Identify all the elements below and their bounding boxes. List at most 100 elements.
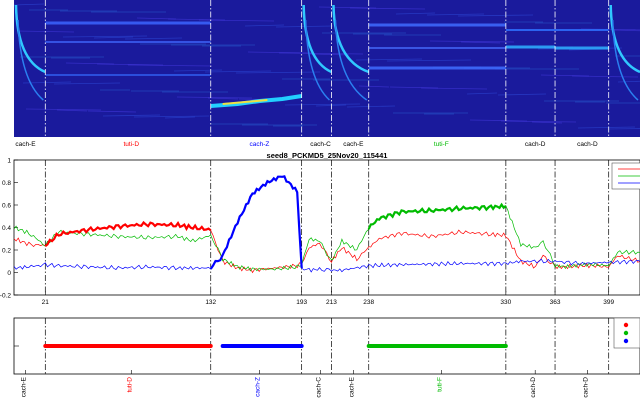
x-tick-label: 193	[296, 299, 307, 306]
spectrogram-segment-label: cach-D	[525, 141, 546, 148]
spectrogram-streak	[247, 51, 315, 54]
spectrogram-panel: cach-E tuti-D cach-Z cach-C cach-E tuti-F cach…	[14, 0, 640, 148]
spectrogram-streak	[457, 14, 534, 17]
spectrogram-cach-curve	[334, 19, 368, 101]
spectrogram-streak	[102, 114, 161, 117]
spectrogram-cach-curve	[302, 4, 333, 74]
spectrogram-streak	[395, 12, 436, 15]
series-highlight	[209, 175, 303, 270]
spectrogram-streak	[358, 85, 390, 88]
spectrogram-cach-curve	[17, 19, 44, 101]
y-tick-label: 0	[7, 270, 11, 277]
spectrogram-streak	[164, 116, 196, 119]
segments-x-tick-label: cach-E	[20, 376, 27, 397]
y-tick-label: 1	[7, 158, 11, 165]
spectrogram-streak	[617, 80, 640, 83]
spectrogram-streak	[173, 69, 223, 72]
spectrogram-streak	[577, 126, 636, 129]
spectrogram-streak	[14, 3, 45, 6]
x-tick-label: 363	[550, 299, 561, 306]
series-line	[14, 203, 640, 272]
chart-title: seed8_PCKMD5_25Nov20_115441	[267, 151, 388, 160]
spectrogram-segment-label: tuti-F	[434, 141, 449, 148]
y-tick-label: 0.6	[2, 203, 11, 210]
x-tick-label: 213	[326, 299, 337, 306]
spectrogram-streak	[127, 64, 213, 67]
spectrogram-streak	[65, 62, 115, 65]
legend-dot-red	[623, 322, 629, 328]
spectrogram-cach-curve	[611, 19, 639, 101]
spectrogram-streak	[93, 36, 134, 39]
y-tick-label: 0.4	[2, 225, 11, 232]
legend-dot-green	[623, 330, 629, 336]
spectrogram-streak	[25, 108, 102, 111]
spectrogram-streak	[540, 74, 590, 77]
legend-dot-blue	[623, 338, 629, 344]
spectrogram-streak	[133, 115, 210, 118]
spectrogram-streak	[56, 109, 88, 112]
x-tick-label: 21	[42, 299, 50, 306]
spectrogram-cach-curve	[14, 4, 46, 74]
spectrogram-cach-curve	[332, 4, 370, 74]
segments-x-tick-label: tuti-D	[126, 377, 133, 393]
spectrogram-streak	[466, 92, 498, 95]
similarity-series	[14, 175, 640, 274]
spectrogram-streak	[389, 86, 439, 89]
spectrogram-segment-label: cach-Z	[250, 141, 270, 148]
x-tick-label: 399	[603, 299, 614, 306]
spectrogram-streak	[386, 59, 472, 62]
x-tick-label: 132	[205, 299, 216, 306]
similarity-boundaries	[44, 160, 610, 295]
segments-x-tick-label: cach-C	[316, 377, 323, 398]
segments-x-tick-label: tuti-F	[436, 377, 443, 392]
x-tick-label: 238	[363, 299, 374, 306]
spectrogram-streak	[235, 71, 321, 74]
spectrogram-segment-label: cach-C	[310, 141, 331, 148]
spectrogram-cach-curve	[609, 4, 640, 74]
spectrogram-segment-label: cach-E	[15, 141, 36, 148]
series-line	[14, 176, 640, 273]
y-tick-label: 0.2	[2, 248, 11, 255]
spectrogram-streak	[284, 103, 361, 106]
similarity-y-ticks: -0.2 0 0.2 0.4 0.6 0.8 1	[0, 158, 18, 300]
x-tick-label: 330	[500, 299, 511, 306]
spectrogram-streak	[198, 19, 275, 22]
spectrogram-streak	[53, 82, 121, 85]
spectrogram-streak	[608, 128, 640, 130]
spectrogram-art	[14, 3, 640, 130]
spectrogram-streak	[318, 6, 377, 9]
spectrogram-streak	[460, 41, 501, 44]
spectrogram-streak	[62, 35, 148, 38]
similarity-legend	[611, 162, 640, 190]
spectrogram-streak	[315, 104, 347, 107]
spectrogram-streak	[500, 120, 577, 123]
spectrogram-streak	[278, 52, 364, 55]
segments-x-tick-label: cach-E	[348, 376, 355, 397]
series-highlight	[367, 202, 507, 230]
spectrogram-streak	[349, 7, 426, 10]
y-tick-label: -0.2	[0, 293, 11, 300]
spectrogram-streak	[204, 70, 272, 73]
spectrogram-streak	[207, 97, 239, 100]
spectrogram-streak	[244, 24, 285, 27]
spectrogram-streak	[355, 58, 423, 61]
similarity-axes-box	[13, 159, 640, 296]
segments-panel: cach-E tuti-D cach-Z cach-C cach-E tuti-F cach…	[13, 317, 640, 398]
segments-x-tick-label: cach-D	[582, 377, 589, 398]
spectrogram-streak	[124, 37, 183, 40]
spectrogram-cach-curve	[304, 19, 330, 101]
spectrogram-segment-labels: cach-E tuti-D cach-Z cach-C cach-E tuti-F cach…	[15, 141, 598, 148]
spectrogram-streak	[136, 17, 177, 20]
spectrogram-streak	[426, 13, 485, 16]
segments-x-tick-labels: cach-E tuti-D cach-Z cach-C cach-E tuti-F cach…	[20, 370, 589, 398]
spectrogram-streak	[309, 53, 350, 56]
spectrogram-segment-label: cach-E	[343, 141, 364, 148]
spectrogram-streak	[176, 96, 253, 99]
spectrogram-band-cachz-peak	[222, 99, 268, 105]
y-tick-label: 0.8	[2, 180, 11, 187]
spectrogram-streak	[87, 110, 137, 113]
spectrogram-streak	[167, 18, 226, 21]
spectrogram-streak	[611, 29, 640, 32]
similarity-panel: seed8_PCKMD5_25Nov20_115441 -0.2 0 0.2 0.4 0…	[0, 151, 640, 306]
spectrogram-streak	[531, 121, 563, 124]
